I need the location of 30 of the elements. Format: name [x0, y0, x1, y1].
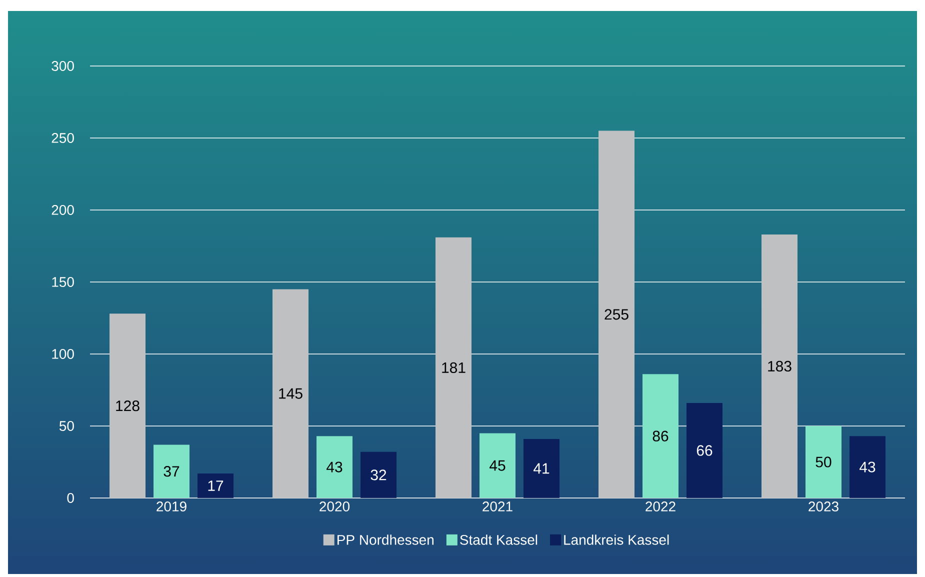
legend-label: Stadt Kassel	[460, 534, 538, 545]
data-label: 181	[442, 362, 466, 373]
legend-label: Landkreis Kassel	[564, 534, 669, 545]
x-tick-label: 2020	[320, 502, 350, 512]
x-tick-label: 2021	[482, 502, 512, 512]
x-tick-label: 2023	[808, 502, 838, 512]
x-tick-label: 2019	[156, 502, 186, 512]
data-label: 86	[652, 430, 668, 442]
y-tick-label: 300	[52, 61, 74, 71]
y-tick-label: 250	[52, 133, 74, 143]
legend-label: PP Nordhessen	[338, 534, 434, 545]
data-label: 37	[164, 466, 180, 477]
data-label: 255	[604, 309, 628, 320]
y-tick-label: 200	[52, 205, 74, 215]
data-label: 43	[860, 462, 876, 472]
data-label: 45	[490, 460, 506, 471]
x-tick-label: 2022	[646, 502, 676, 512]
data-label: 128	[116, 400, 140, 412]
y-tick-label: 150	[52, 277, 74, 287]
data-label: 17	[208, 480, 224, 491]
data-label: 43	[326, 462, 342, 472]
y-tick-label: 0	[67, 493, 74, 503]
y-tick-label: 50	[59, 421, 74, 431]
y-tick-label: 100	[52, 349, 74, 359]
data-label: 41	[534, 463, 550, 474]
data-label: 145	[279, 388, 302, 399]
data-label: 183	[768, 360, 792, 372]
data-label: 66	[696, 445, 712, 456]
data-label: 50	[816, 456, 832, 468]
data-label: 32	[370, 470, 386, 480]
